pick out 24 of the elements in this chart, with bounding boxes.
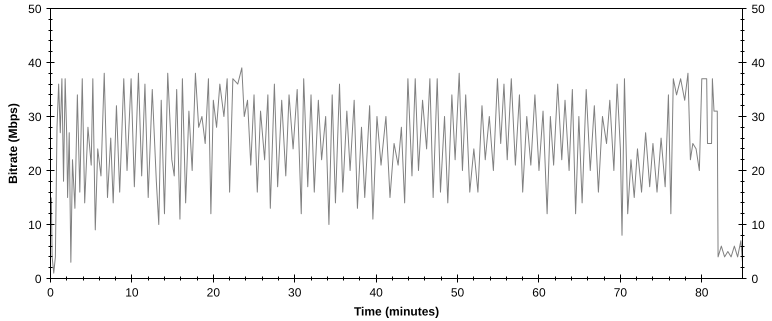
x-tick-label: 20 (206, 286, 220, 300)
y-axis-title: Bitrate (Mbps) (6, 103, 20, 184)
y-tick-label: 0 (34, 272, 42, 286)
line-series (50, 67, 742, 274)
x-tick-label: 10 (125, 286, 139, 300)
y2-tick-label: 0 (752, 272, 758, 286)
x-tick-label: 40 (369, 286, 384, 300)
x-tick-label: 60 (532, 286, 546, 300)
y2-tick-label: 50 (752, 2, 766, 16)
x-axis-title: Time (minutes) (354, 304, 440, 318)
y-tick-label: 30 (28, 110, 42, 124)
x-tick-label: 0 (47, 286, 54, 300)
x-tick-label: 80 (695, 286, 709, 300)
x-tick-label: 50 (450, 286, 465, 300)
y-tick-label: 20 (28, 164, 42, 178)
y2-tick-label: 10 (752, 218, 766, 232)
y2-tick-label: 20 (752, 164, 766, 178)
y2-tick-label: 30 (752, 110, 766, 124)
y-tick-label: 40 (28, 56, 42, 70)
y-tick-label: 50 (28, 2, 42, 16)
x-tick-label: 30 (288, 286, 302, 300)
x-tick-label: 70 (614, 286, 628, 300)
y2-tick-label: 40 (752, 56, 766, 70)
y-tick-label: 10 (28, 218, 42, 232)
